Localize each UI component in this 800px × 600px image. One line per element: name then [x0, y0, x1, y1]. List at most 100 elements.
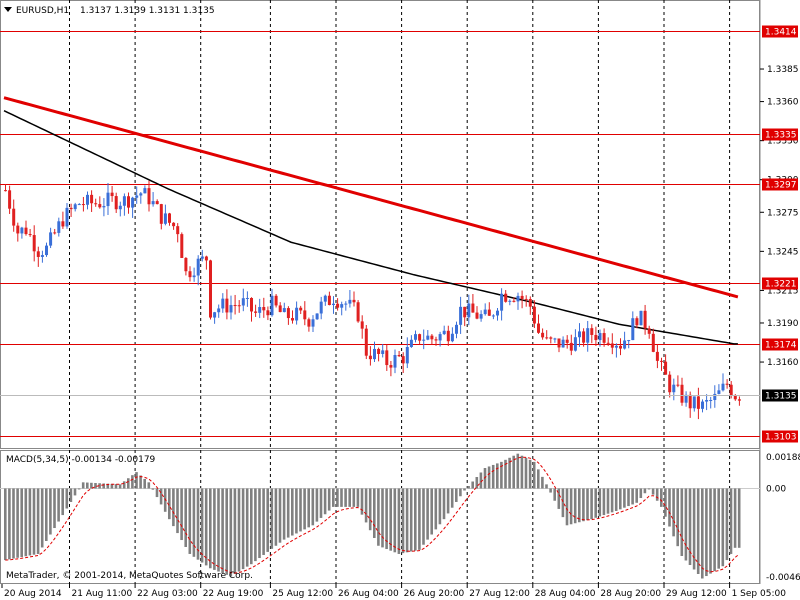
candle-body[interactable]	[627, 340, 631, 342]
candle-body[interactable]	[4, 190, 7, 192]
candle-body[interactable]	[405, 346, 409, 364]
candle-body[interactable]	[245, 297, 249, 299]
candle-body[interactable]	[655, 351, 659, 361]
candle-body[interactable]	[168, 213, 171, 223]
candle-body[interactable]	[553, 338, 557, 340]
candle-body[interactable]	[102, 206, 106, 208]
candle-body[interactable]	[127, 196, 130, 208]
candle-body[interactable]	[16, 225, 20, 234]
candle-body[interactable]	[455, 324, 458, 334]
candle-body[interactable]	[323, 295, 327, 302]
candle-body[interactable]	[94, 203, 98, 205]
candle-body[interactable]	[561, 339, 565, 348]
candle-body[interactable]	[504, 293, 508, 302]
candle-body[interactable]	[487, 309, 491, 316]
candle-body[interactable]	[516, 295, 520, 302]
candle-body[interactable]	[356, 302, 360, 322]
candle-body[interactable]	[65, 207, 69, 227]
candle-body[interactable]	[53, 232, 57, 234]
candle-body[interactable]	[434, 339, 438, 341]
candle-body[interactable]	[590, 328, 594, 335]
candle-body[interactable]	[639, 310, 643, 326]
candle-body[interactable]	[676, 384, 680, 386]
price-axis[interactable]: 1.33851.33601.33301.33001.32751.32451.32…	[760, 65, 799, 402]
candle-body[interactable]	[98, 204, 102, 208]
candle-body[interactable]	[733, 395, 737, 400]
candle-body[interactable]	[311, 319, 315, 327]
candle-body[interactable]	[131, 197, 135, 208]
candle-body[interactable]	[422, 339, 426, 341]
candle-body[interactable]	[303, 310, 307, 320]
candle-body[interactable]	[688, 394, 692, 409]
candle-body[interactable]	[705, 400, 709, 402]
candle-body[interactable]	[528, 299, 532, 307]
candle-body[interactable]	[282, 308, 286, 313]
candle-body[interactable]	[352, 299, 356, 303]
candle-body[interactable]	[483, 309, 487, 315]
candle-body[interactable]	[438, 334, 442, 341]
candle-body[interactable]	[233, 305, 237, 307]
candle-body[interactable]	[270, 295, 274, 316]
candle-body[interactable]	[69, 207, 73, 210]
candle-body[interactable]	[635, 318, 639, 326]
candle-body[interactable]	[151, 201, 155, 205]
candle-body[interactable]	[139, 193, 143, 196]
candle-body[interactable]	[262, 307, 266, 311]
candle-body[interactable]	[114, 196, 118, 210]
candle-body[interactable]	[225, 298, 229, 313]
candle-body[interactable]	[217, 308, 221, 313]
candle-body[interactable]	[204, 256, 208, 261]
candle-body[interactable]	[450, 333, 454, 342]
candle-body[interactable]	[660, 360, 663, 362]
candle-body[interactable]	[229, 305, 233, 313]
candle-body[interactable]	[299, 307, 303, 311]
candle-body[interactable]	[266, 310, 270, 316]
candle-body[interactable]	[360, 321, 364, 329]
time-axis[interactable]: 20 Aug 2014 21 Aug 11:00 22 Aug 03:00 22 Au…	[1, 584, 786, 599]
candle-body[interactable]	[409, 339, 413, 347]
candle-body[interactable]	[614, 345, 618, 348]
candle-body[interactable]	[250, 297, 253, 312]
candle-body[interactable]	[295, 307, 299, 321]
candle-body[interactable]	[122, 196, 126, 206]
candle-body[interactable]	[40, 255, 44, 257]
candle-body[interactable]	[610, 343, 614, 348]
candle-body[interactable]	[573, 337, 577, 351]
macd-signal-line[interactable]	[5, 456, 740, 574]
candle-body[interactable]	[57, 221, 61, 233]
candle-body[interactable]	[459, 306, 463, 325]
candle-body[interactable]	[172, 222, 176, 227]
candle-body[interactable]	[557, 338, 561, 348]
candle-body[interactable]	[623, 340, 627, 349]
candle-body[interactable]	[163, 213, 167, 224]
candle-body[interactable]	[680, 384, 684, 403]
candle-body[interactable]	[520, 295, 524, 299]
candle-body[interactable]	[286, 308, 290, 319]
candle-body[interactable]	[180, 234, 184, 258]
candlestick-series[interactable]	[4, 180, 741, 420]
candle-body[interactable]	[106, 192, 110, 207]
candle-body[interactable]	[24, 227, 28, 235]
candle-body[interactable]	[73, 204, 77, 210]
candle-body[interactable]	[143, 188, 147, 194]
candle-body[interactable]	[414, 334, 417, 340]
candle-body[interactable]	[598, 333, 602, 341]
candle-body[interactable]	[709, 399, 713, 401]
candle-body[interactable]	[118, 205, 122, 210]
candle-body[interactable]	[541, 332, 545, 338]
candle-body[interactable]	[110, 192, 114, 197]
candle-body[interactable]	[385, 350, 389, 366]
candle-body[interactable]	[381, 350, 385, 354]
candle-body[interactable]	[668, 374, 672, 393]
candle-body[interactable]	[196, 258, 200, 276]
candle-body[interactable]	[524, 298, 528, 300]
candle-body[interactable]	[713, 393, 717, 400]
candle-body[interactable]	[532, 306, 536, 324]
candle-body[interactable]	[586, 328, 590, 343]
candle-body[interactable]	[565, 339, 569, 343]
candle-body[interactable]	[241, 298, 245, 306]
candle-body[interactable]	[32, 235, 36, 252]
candle-body[interactable]	[664, 361, 668, 375]
macd-pane[interactable]	[0, 450, 760, 584]
